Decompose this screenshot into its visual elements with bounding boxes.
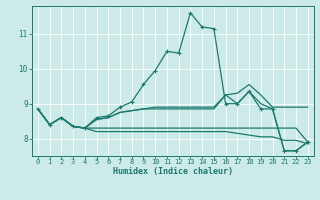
X-axis label: Humidex (Indice chaleur): Humidex (Indice chaleur) bbox=[113, 167, 233, 176]
